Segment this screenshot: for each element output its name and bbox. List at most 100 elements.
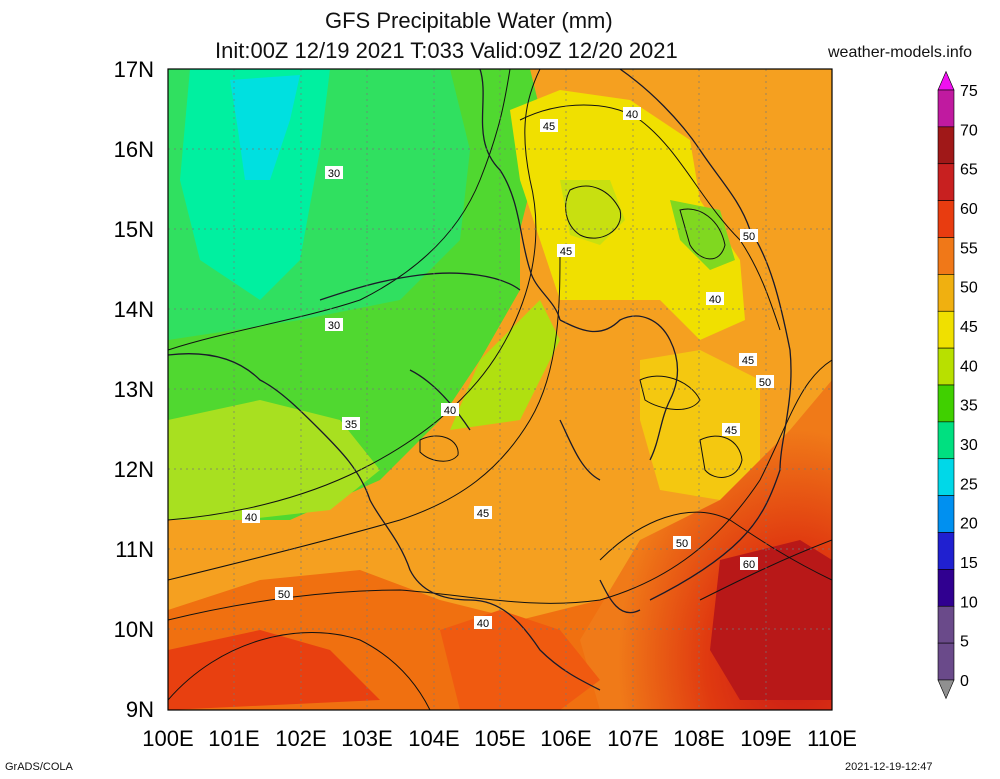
colorbar-label: 45 <box>960 319 978 336</box>
svg-text:40: 40 <box>245 512 257 524</box>
lon-label: 108E <box>673 726 724 751</box>
svg-text:45: 45 <box>560 246 572 258</box>
lon-label: 104E <box>408 726 459 751</box>
colorbar-label: 25 <box>960 476 978 493</box>
lon-label: 105E <box>474 726 525 751</box>
contour-label: 40 <box>441 403 459 417</box>
footer-credit: GrADS/COLA <box>5 761 73 773</box>
lon-label: 100E <box>142 726 193 751</box>
contour-label: 50 <box>275 587 293 601</box>
lat-label: 17N <box>114 57 154 82</box>
chart-subtitle: Init:00Z 12/19 2021 T:033 Valid:09Z 12/2… <box>215 38 678 63</box>
svg-text:40: 40 <box>444 405 456 417</box>
svg-text:45: 45 <box>477 508 489 520</box>
contour-label: 50 <box>756 375 774 389</box>
footer-timestamp: 2021-12-19-12:47 <box>845 761 933 773</box>
colorbar-label: 50 <box>960 280 978 297</box>
contour-label: 35 <box>342 417 360 431</box>
colorbar-swatch <box>937 274 955 312</box>
colorbar-swatch <box>937 237 955 275</box>
contour-label: 45 <box>474 506 492 520</box>
colorbar-label: 75 <box>960 83 978 100</box>
contour-label: 45 <box>615 500 633 514</box>
source-label: weather-models.info <box>828 44 973 61</box>
colorbar-swatch <box>937 421 955 460</box>
colorbar-swatch <box>937 605 955 644</box>
colorbar-swatch <box>937 569 955 607</box>
lon-label: 106E <box>540 726 591 751</box>
lon-label: 110E <box>807 726 857 751</box>
svg-text:30: 30 <box>328 320 340 332</box>
lon-label: 107E <box>607 726 658 751</box>
lat-label: 14N <box>114 297 154 322</box>
contour-label: 40 <box>474 616 492 630</box>
colorbar-swatch <box>937 532 955 570</box>
plot-frame <box>167 68 833 711</box>
contour-label: 30 <box>325 318 343 332</box>
lon-label: 109E <box>740 726 791 751</box>
contour-label: 30 <box>325 166 343 180</box>
colorbar-swatch <box>937 163 955 201</box>
colorbar-cap-bottom <box>937 679 955 700</box>
lon-label: 103E <box>341 726 392 751</box>
svg-text:45: 45 <box>543 121 555 133</box>
contour-label: 45 <box>557 244 575 258</box>
colorbar-swatch <box>937 310 955 349</box>
lat-label: 15N <box>114 217 154 242</box>
colorbar-label: 40 <box>960 358 978 375</box>
colorbar-swatch <box>937 384 955 423</box>
colorbar-label: 5 <box>960 634 969 651</box>
chart-title: GFS Precipitable Water (mm) <box>325 8 613 33</box>
contour-labels: 30 30 35 40 40 40 45 45 45 45 45 50 50 5… <box>242 107 774 630</box>
contour-label: 45 <box>540 119 558 133</box>
lon-label: 102E <box>275 726 326 751</box>
colorbar-label: 70 <box>960 122 978 139</box>
colorbar-swatch <box>937 347 955 386</box>
svg-text:50: 50 <box>676 538 688 550</box>
colorbar-label: 35 <box>960 398 978 415</box>
svg-text:45: 45 <box>725 425 737 437</box>
lon-labels: 100E 101E 102E 103E 104E 105E 106E 107E … <box>142 726 857 751</box>
colorbar-swatch <box>937 126 955 165</box>
colorbar-label: 60 <box>960 201 978 218</box>
colorbar-label: 20 <box>960 516 978 533</box>
lat-label: 11N <box>115 537 154 562</box>
colorbar-label: 55 <box>960 240 978 257</box>
contour-label: 50 <box>740 229 758 243</box>
contour-label: 50 <box>673 536 691 550</box>
colorbar-label: 65 <box>960 162 978 179</box>
svg-text:40: 40 <box>709 294 721 306</box>
contour-label: 45 <box>722 423 740 437</box>
lat-label: 16N <box>114 137 154 162</box>
colorbar-label: 15 <box>960 555 978 572</box>
contour-label: 40 <box>706 292 724 306</box>
colorbar-swatch <box>937 642 955 681</box>
svg-text:40: 40 <box>477 618 489 630</box>
contour-label: 40 <box>623 107 641 121</box>
colorbar-cap-top <box>937 70 955 91</box>
svg-text:60: 60 <box>743 559 755 571</box>
colorbar-swatch <box>937 458 955 496</box>
svg-text:50: 50 <box>278 589 290 601</box>
svg-text:45: 45 <box>742 355 754 367</box>
lat-label: 9N <box>126 697 154 722</box>
colorbar-label: 30 <box>960 437 978 454</box>
svg-text:30: 30 <box>328 168 340 180</box>
lat-label: 13N <box>114 377 154 402</box>
colorbar-label: 10 <box>960 594 978 611</box>
colorbar-swatch <box>937 495 955 533</box>
contour-label: 45 <box>739 353 757 367</box>
lon-label: 101E <box>208 726 259 751</box>
svg-text:50: 50 <box>759 377 771 389</box>
colorbar-swatch <box>937 89 955 128</box>
svg-text:50: 50 <box>743 231 755 243</box>
lat-label: 10N <box>114 617 154 642</box>
lat-label: 12N <box>114 457 154 482</box>
contour-label: 60 <box>740 557 758 571</box>
svg-text:35: 35 <box>345 419 357 431</box>
colorbar-label: 0 <box>960 673 969 690</box>
lat-labels: 17N 16N 15N 14N 13N 12N 11N 10N 9N <box>114 57 154 722</box>
colorbar-swatch <box>937 200 955 238</box>
